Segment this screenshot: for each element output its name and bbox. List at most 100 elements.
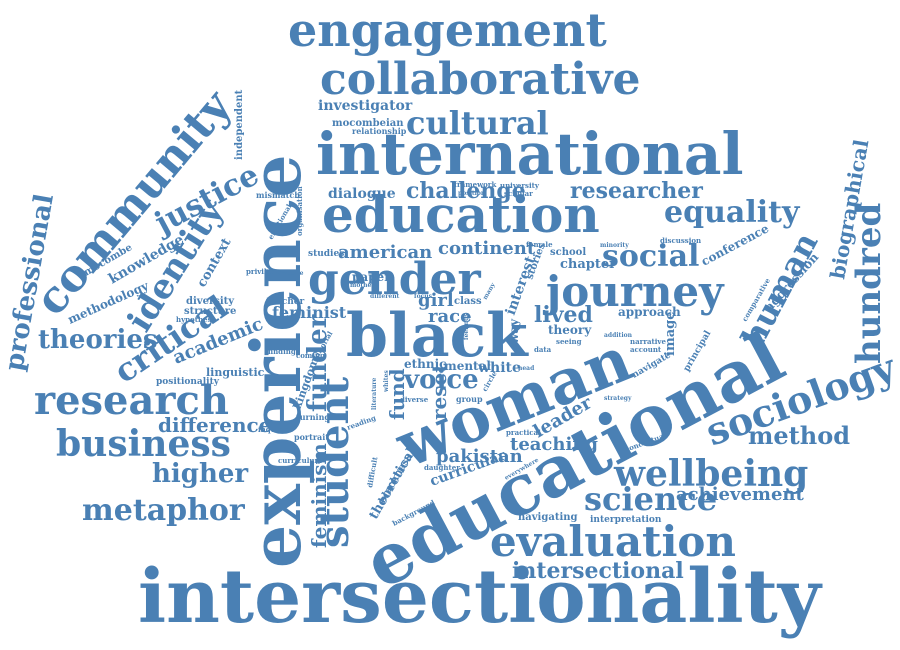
word-different: different [370,293,400,300]
word-higher: higher [152,459,248,489]
word-addition: addition [604,332,633,339]
word-blackness: blackness [377,452,414,506]
word-many: many [482,281,497,301]
word-diversity: diversity [186,296,235,307]
word-metaphor: metaphor [82,493,246,528]
word-approach: approach [618,305,681,319]
word-daughter: daughter [424,463,460,472]
word-finding: finding [268,347,296,356]
word-data: data [534,345,552,354]
word-way: way [507,318,521,345]
word-hundred: hundred [849,203,889,364]
word-focus: focus [414,293,433,300]
word-mother: mother [350,282,375,289]
word-head: head [518,365,535,372]
word-achievement: achievement [676,484,804,505]
word-account: account [630,345,662,354]
word-mismatch: mismatch [256,190,300,200]
word-fund: fund [385,368,409,420]
word-university: university [500,181,540,190]
word-ethnic: ethnic [404,357,447,371]
word-social: social [602,239,699,274]
word-scholar: scholar [504,189,533,198]
word-international: international [316,120,744,188]
word-reset: reset [427,363,451,420]
word-female: female [526,240,553,249]
word-studies: studies [308,249,344,259]
word-researcher: researcher [570,178,703,204]
word-cultural: cultural [406,104,549,142]
word-difference: difference [158,413,271,437]
word-function: function [316,455,345,462]
word-interpretation: interpretation [590,515,662,525]
word-journey: journey [542,267,725,316]
word-white: white [477,360,521,376]
word-paper: paper [352,270,391,284]
word-gender: gender [308,254,482,305]
word-image: image [663,312,678,356]
word-intersectionality: intersectionality [138,554,823,640]
word-experience: experience [237,154,317,568]
word-american: american [338,242,432,263]
word-funder: funder [303,314,333,412]
word-student: student [311,376,358,548]
word-theory: theory [548,323,592,337]
word-seeing: seeing [556,337,582,346]
word-whites: whites [383,370,390,393]
word-voice: voice [403,365,479,395]
word-structure: structure [184,306,236,317]
word-theories: theories [38,325,158,355]
word-mental: mental [444,359,491,373]
word-investigator: investigator [318,98,413,114]
word-pakistan: pakistan [436,446,523,467]
word-method: method [748,421,850,450]
word-race: race [428,306,472,327]
word-inquiries: inquiries [258,425,293,434]
word-relationship: relationship [352,126,407,136]
word-minority: minority [600,242,629,249]
word-practical: practical [506,428,541,437]
word-positionality: positionality [156,377,220,387]
word-diverse: diverse [400,395,429,404]
word-teaching: teaching [510,434,598,455]
word-class: class [454,296,482,307]
word-group: group [456,394,483,404]
word-discussion: discussion [660,236,701,245]
word-framework: framework [454,180,496,189]
word-feelings: feelings [463,313,470,340]
word-independent: independent [234,89,245,160]
word-engagement: engagement [288,3,607,57]
word-feminist: feminist [272,303,347,322]
word-business: business [56,423,231,465]
word-black: black [346,301,529,371]
word-challenge: challenge [406,178,526,204]
word-mocombeian: mocombeian [332,118,404,129]
word-school: school [550,247,586,258]
word-coming: coming [296,351,325,360]
word-continent: continent [438,238,536,259]
word-navigating: navigating [518,512,578,523]
word-strategy: strategy [604,395,632,402]
word-practice: practice [276,270,304,277]
word-girl: girl [418,290,454,311]
word-research: research [34,377,229,424]
word-narrative: narrative [630,337,666,346]
word-science: science [584,480,717,518]
word-collaborative: collaborative [320,54,640,105]
word-privilege: privilege [246,267,281,276]
word-literature: literature [371,378,378,410]
word-dialogue: dialogue [328,186,396,202]
word-lived: lived [534,302,593,328]
word-portrait: portrait [294,432,329,442]
word-equality: equality [664,195,801,230]
word-feminism: feminism [307,443,331,548]
word-teacher: teacher [266,297,304,307]
word-linguistic: linguistic [206,366,265,379]
word-chapter: chapter [560,257,616,272]
word-curriculum: curriculum [278,456,322,465]
word-wellbeing: wellbeing [613,453,808,495]
word-intersectional: intersectional [512,558,684,584]
word-turning: turning [296,412,330,422]
